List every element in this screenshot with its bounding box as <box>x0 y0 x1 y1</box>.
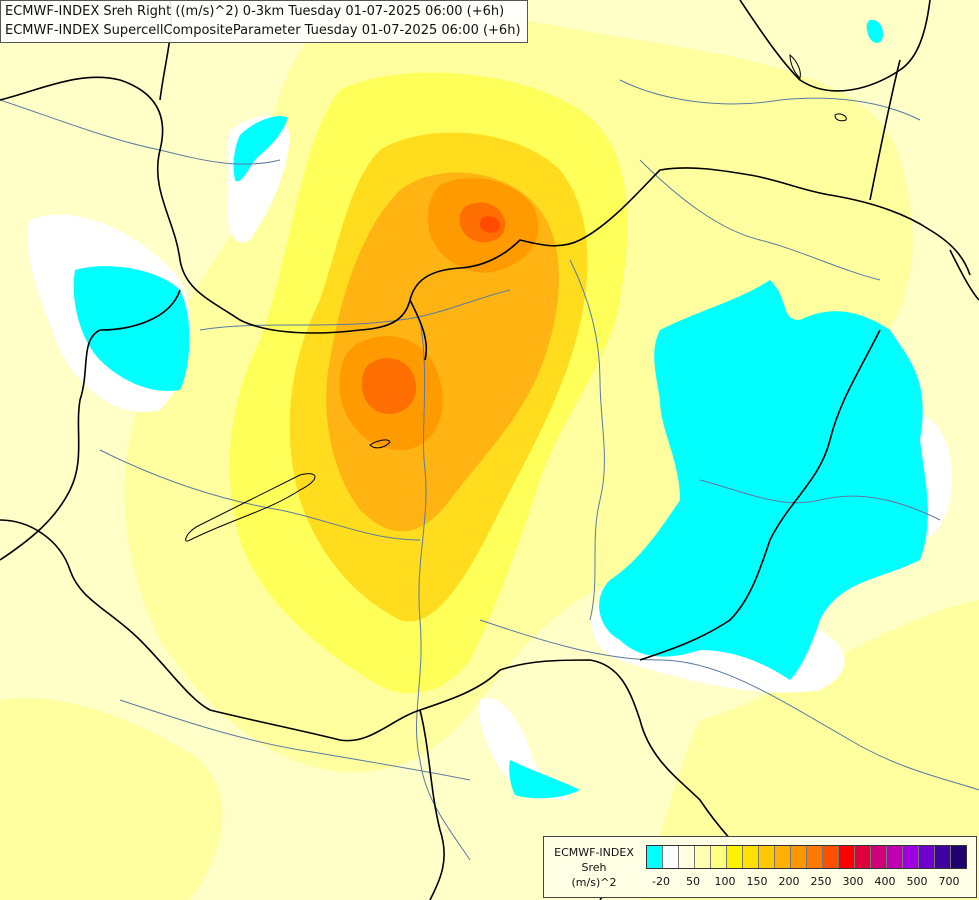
map-title-box: ECMWF-INDEX Sreh Right ((m/s)^2) 0-3km T… <box>0 0 528 43</box>
lakes <box>185 53 847 542</box>
legend-source: ECMWF-INDEX <box>554 846 634 859</box>
legend-swatch <box>919 846 935 868</box>
legend-swatch <box>759 846 775 868</box>
legend-variable: Sreh <box>581 861 607 874</box>
legend-swatch <box>727 846 743 868</box>
title-line-2: ECMWF-INDEX SupercellCompositeParameter … <box>5 23 521 38</box>
legend-swatch <box>695 846 711 868</box>
legend-swatch <box>807 846 823 868</box>
field-cyan <box>73 19 928 799</box>
legend-swatch <box>791 846 807 868</box>
legend-unit: (m/s)^2 <box>571 876 617 889</box>
legend-tick: 100 <box>714 875 736 888</box>
field-red-orange <box>479 216 500 233</box>
legend-tick: -20 <box>652 875 670 888</box>
legend-label: ECMWF-INDEX Sreh (m/s)^2 <box>548 845 640 890</box>
legend-swatch <box>887 846 903 868</box>
legend-swatch <box>839 846 855 868</box>
legend-swatch <box>871 846 887 868</box>
legend-tick: 50 <box>686 875 700 888</box>
legend-tick: 150 <box>746 875 768 888</box>
legend-swatch <box>775 846 791 868</box>
legend-swatch <box>711 846 727 868</box>
legend-color-bar <box>646 845 967 869</box>
legend-swatch <box>823 846 839 868</box>
legend-swatch <box>935 846 951 868</box>
legend-tick: 300 <box>842 875 864 888</box>
legend-tick: 700 <box>938 875 960 888</box>
color-legend: ECMWF-INDEX Sreh (m/s)^2 -20 50 100 150 200 2… <box>543 836 977 898</box>
legend-tick: 400 <box>874 875 896 888</box>
legend-swatch <box>663 846 679 868</box>
legend-swatch <box>647 846 663 868</box>
legend-tick: 200 <box>778 875 800 888</box>
legend-tick: 250 <box>810 875 832 888</box>
legend-swatch <box>951 846 966 868</box>
legend-swatch <box>679 846 695 868</box>
legend-tick-labels: -20 50 100 150 200 250 300 400 500 700 <box>646 875 976 889</box>
legend-swatch <box>743 846 759 868</box>
title-line-1: ECMWF-INDEX Sreh Right ((m/s)^2) 0-3km T… <box>5 4 505 19</box>
legend-tick: 500 <box>906 875 928 888</box>
legend-swatch <box>855 846 871 868</box>
legend-swatch <box>903 846 919 868</box>
